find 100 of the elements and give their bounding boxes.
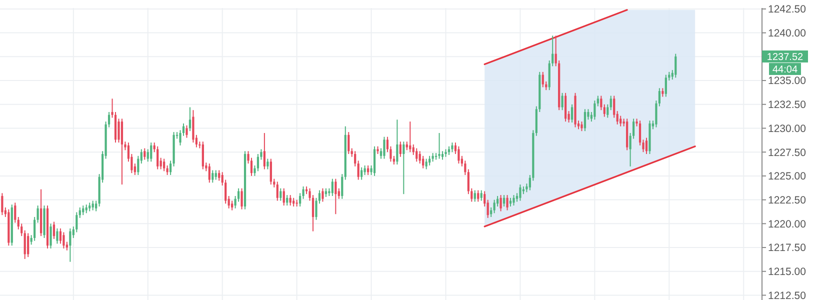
- candlestick: [402, 141, 405, 195]
- y-tick-label: 1227.50: [768, 146, 806, 159]
- candlestick: [620, 115, 622, 127]
- candlestick: [418, 150, 421, 164]
- candlestick: [474, 190, 476, 202]
- candlestick: [603, 104, 606, 118]
- candlestick: [542, 71, 544, 88]
- candlestick: [95, 200, 98, 212]
- candlestick: [208, 163, 210, 184]
- candlestick: [299, 192, 302, 207]
- candlestick: [354, 150, 356, 167]
- candlestick: [610, 95, 612, 111]
- candlestick: [596, 95, 599, 107]
- y-tick-label: 1240.00: [768, 27, 806, 40]
- y-tick-label: 1232.50: [768, 99, 806, 112]
- candlestick: [334, 178, 337, 215]
- candlestick: [92, 200, 94, 211]
- candlestick: [186, 124, 188, 138]
- candlestick: [218, 170, 220, 182]
- candlestick: [493, 199, 496, 214]
- candlestick: [150, 142, 152, 162]
- y-tick-label: 1215.00: [768, 266, 806, 278]
- candlestick: [146, 148, 149, 162]
- y-tick-label: 1212.50: [768, 290, 806, 300]
- candlestick: [645, 137, 648, 154]
- candlestick: [163, 158, 166, 172]
- candlestick: [451, 142, 454, 153]
- candlestick: [383, 136, 386, 160]
- text: 44:04: [772, 64, 798, 76]
- candlestick: [341, 174, 344, 200]
- candlestick: [458, 146, 460, 164]
- candlestick: [266, 158, 269, 170]
- candlestick: [600, 95, 602, 111]
- y-tick-label: 1230.00: [768, 122, 806, 135]
- candlestick: [512, 194, 515, 206]
- candlestick: [613, 95, 616, 118]
- candlestick: [500, 194, 502, 212]
- candlestick: [348, 132, 350, 154]
- candlestick: [212, 170, 214, 184]
- candlestick: [270, 158, 272, 186]
- candlestick: [422, 155, 424, 169]
- candlestick: [664, 74, 667, 98]
- text: 1237.52: [766, 52, 804, 63]
- candlestick: [192, 110, 194, 144]
- candlestick: [69, 228, 72, 262]
- candlestick: [477, 190, 480, 202]
- candlestick: [331, 178, 334, 196]
- y-tick-label: 1242.50: [768, 4, 806, 16]
- candlestick: [280, 188, 282, 202]
- candlestick: [14, 202, 16, 224]
- candlestick: [425, 158, 428, 170]
- candlestick: [506, 194, 508, 211]
- candlestick: [214, 170, 217, 180]
- candlestick: [56, 228, 58, 244]
- y-tick-label: 1235.00: [768, 75, 806, 88]
- candlestick: [62, 232, 65, 249]
- candlestick: [286, 194, 288, 206]
- candlestick: [24, 230, 26, 260]
- candlestick: [27, 232, 30, 258]
- candlestick: [282, 188, 285, 206]
- candlestick: [360, 166, 363, 180]
- candlestick: [373, 146, 376, 176]
- candlestick: [240, 188, 243, 210]
- candlestick: [231, 200, 234, 211]
- y-tick-label: 1217.50: [768, 242, 806, 254]
- candlestick: [1, 192, 4, 216]
- candlestick: [289, 194, 292, 206]
- candlestick: [78, 206, 81, 218]
- candlestick: [396, 119, 398, 165]
- candlestick: [399, 141, 402, 158]
- candlestick: [120, 118, 124, 186]
- candlestick: [674, 53, 677, 78]
- candlestick: [137, 155, 140, 176]
- candlestick: [263, 132, 266, 170]
- candlestick: [570, 104, 574, 124]
- candlestick: [564, 92, 567, 122]
- candlestick: [50, 223, 52, 249]
- y-tick-label: 1220.00: [768, 218, 806, 230]
- candlestick: [480, 190, 482, 202]
- candlestick: [580, 121, 583, 132]
- candlestick: [52, 221, 56, 240]
- candlestick: [322, 188, 324, 202]
- y-tick-label: 1225.00: [768, 170, 806, 183]
- candlestick: [606, 104, 609, 118]
- candlestick: [594, 100, 596, 120]
- candlestick: [156, 146, 159, 170]
- candlestick: [519, 184, 522, 202]
- candlestick: [118, 118, 120, 144]
- candlestick: [584, 108, 586, 132]
- candlestick: [144, 148, 146, 160]
- candlestick: [188, 106, 192, 132]
- candlestick: [502, 194, 506, 207]
- candlestick: [416, 148, 418, 162]
- y-tick-label: 1222.50: [768, 194, 806, 206]
- candlestick: [464, 160, 466, 176]
- candlestick: [638, 120, 642, 146]
- candlestick: [59, 228, 62, 244]
- candlestick: [276, 181, 278, 202]
- candlestick: [202, 141, 204, 170]
- candlestick: [357, 160, 360, 180]
